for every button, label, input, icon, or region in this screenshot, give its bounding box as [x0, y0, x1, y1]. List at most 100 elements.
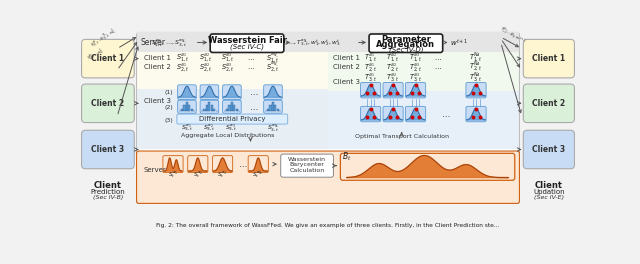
Text: Client 1: Client 1 [333, 55, 360, 61]
Text: $T_{2,t}^{a_2}$: $T_{2,t}^{a_2}$ [387, 61, 400, 73]
Text: $T_{2,t}^{a_1}$: $T_{2,t}^{a_1}$ [364, 61, 378, 73]
Text: $T_{1,t}^{a_{N_A}}\ldots B_t,w^{t+1}$: $T_{1,t}^{a_{N_A}}\ldots B_t,w^{t+1}$ [497, 24, 528, 47]
FancyBboxPatch shape [406, 106, 426, 122]
Text: $S_{2,t}^{a_3}$: $S_{2,t}^{a_3}$ [221, 61, 235, 73]
Bar [236, 109, 238, 111]
FancyBboxPatch shape [163, 156, 183, 173]
Text: (Sec IV-C): (Sec IV-C) [230, 44, 264, 50]
FancyBboxPatch shape [212, 156, 233, 173]
Text: $\cdots$: $\cdots$ [246, 55, 255, 61]
Text: (3): (3) [164, 118, 173, 123]
Text: Parameter: Parameter [381, 35, 431, 44]
FancyBboxPatch shape [210, 34, 284, 53]
Text: Client 3: Client 3 [333, 79, 360, 86]
Bar [186, 102, 188, 111]
Text: $\cdots$: $\cdots$ [238, 160, 248, 169]
Polygon shape [164, 158, 182, 171]
FancyBboxPatch shape [136, 32, 520, 203]
Text: $S_{2,t}^{a_2}$: $S_{2,t}^{a_2}$ [199, 61, 212, 73]
FancyBboxPatch shape [524, 130, 575, 169]
FancyBboxPatch shape [248, 156, 268, 173]
Bar [272, 102, 274, 111]
Bar [328, 91, 520, 149]
Text: $S_{2,t}^{a_1}$: $S_{2,t}^{a_1}$ [177, 61, 190, 73]
Text: $T_{1,t}^{a_2}$: $T_{1,t}^{a_2}$ [387, 51, 400, 64]
Text: Client 3: Client 3 [92, 145, 124, 154]
Text: Updation: Updation [533, 189, 564, 195]
Bar [226, 109, 228, 111]
Bar [269, 105, 271, 111]
Polygon shape [249, 158, 268, 171]
FancyBboxPatch shape [178, 85, 196, 100]
Text: Aggregate Local Distributions: Aggregate Local Distributions [180, 133, 274, 138]
Text: Client: Client [94, 181, 122, 190]
Text: Aggregation: Aggregation [376, 40, 435, 49]
Text: $T_{3,t}^{a_1}$: $T_{3,t}^{a_1}$ [364, 72, 378, 84]
Text: Differential Privacy: Differential Privacy [199, 116, 266, 122]
Polygon shape [362, 84, 380, 96]
Text: (Sec IV-B): (Sec IV-B) [93, 195, 123, 200]
Text: Client 1: Client 1 [143, 55, 170, 61]
Bar [276, 109, 279, 111]
Text: $T_{1,t}^{a_1},\ldots,T_{3,t}^{a_{N_A}},w_1^t,w_2^t,w_3^t$: $T_{1,t}^{a_1},\ldots,T_{3,t}^{a_{N_A}},… [275, 37, 340, 48]
Bar [328, 53, 520, 91]
Text: $S_{3,t}^{a_3}$: $S_{3,t}^{a_3}$ [225, 123, 238, 133]
Bar [275, 105, 276, 111]
Text: $T_{2,t}^{a_3}$: $T_{2,t}^{a_3}$ [409, 61, 422, 73]
Bar [181, 109, 183, 111]
Bar [231, 102, 233, 111]
FancyBboxPatch shape [136, 151, 520, 203]
Polygon shape [264, 86, 282, 97]
Bar [228, 105, 230, 111]
Bar [191, 109, 193, 111]
Bar [213, 109, 216, 111]
Text: Wasserstein: Wasserstein [288, 157, 326, 162]
Text: $T_{1,t}^{a_1}$: $T_{1,t}^{a_1}$ [364, 51, 378, 64]
FancyBboxPatch shape [340, 153, 515, 180]
FancyBboxPatch shape [200, 100, 219, 113]
Polygon shape [179, 86, 195, 97]
FancyBboxPatch shape [383, 82, 403, 98]
FancyBboxPatch shape [81, 39, 134, 78]
FancyBboxPatch shape [264, 100, 282, 113]
Text: $T_{1,t}^{a_3}$: $T_{1,t}^{a_3}$ [409, 51, 422, 64]
Polygon shape [406, 108, 425, 120]
Text: $S_{2,t}^{a_{N_A}}$: $S_{2,t}^{a_{N_A}}$ [266, 60, 280, 74]
FancyBboxPatch shape [177, 114, 288, 124]
Text: $S_{3,t}^{a_{N_A}}$: $S_{3,t}^{a_{N_A}}$ [266, 123, 280, 133]
Text: $S_{1,t}^{a_1},\ldots,S_{3,t}^{a_{N_A}}$: $S_{1,t}^{a_1},\ldots,S_{3,t}^{a_{N_A}}$ [151, 37, 188, 48]
Text: $T_{1,t}^{N_A}$: $T_{1,t}^{N_A}$ [469, 51, 483, 65]
FancyBboxPatch shape [264, 85, 282, 100]
Bar [233, 105, 236, 111]
FancyBboxPatch shape [223, 100, 241, 113]
FancyBboxPatch shape [178, 100, 196, 113]
Text: $\cdots$: $\cdots$ [434, 64, 442, 70]
Bar [136, 89, 328, 149]
Text: Client 2: Client 2 [333, 64, 360, 70]
Polygon shape [384, 84, 403, 96]
FancyBboxPatch shape [466, 106, 486, 122]
FancyBboxPatch shape [383, 106, 403, 122]
Polygon shape [362, 108, 380, 120]
Text: Wasserstein Fair: Wasserstein Fair [207, 36, 287, 45]
FancyBboxPatch shape [81, 84, 134, 122]
Text: $S_{2,t}^{a_1}\ldots w_2^t$: $S_{2,t}^{a_1}\ldots w_2^t$ [85, 46, 106, 63]
FancyBboxPatch shape [223, 85, 241, 100]
Bar [136, 32, 520, 53]
FancyBboxPatch shape [406, 82, 426, 98]
Text: Client 3: Client 3 [143, 98, 170, 104]
Text: $S_t^{a_1}$: $S_t^{a_1}$ [168, 169, 178, 180]
Text: $S_{1,t}^{a_1}$: $S_{1,t}^{a_1}$ [177, 51, 190, 64]
Text: Calculation: Calculation [289, 168, 324, 173]
Text: $T_{2,t}^{N_A}$: $T_{2,t}^{N_A}$ [469, 60, 483, 74]
Polygon shape [347, 155, 509, 178]
FancyBboxPatch shape [360, 82, 381, 98]
Bar [184, 105, 186, 111]
Bar [209, 102, 211, 111]
Text: $T_{3,t}^{a_3}$: $T_{3,t}^{a_3}$ [409, 72, 422, 84]
Polygon shape [201, 86, 218, 97]
Bar [204, 109, 205, 111]
Text: $\cdots$: $\cdots$ [441, 110, 451, 119]
Bar [211, 105, 213, 111]
Text: Client 1: Client 1 [532, 54, 565, 63]
